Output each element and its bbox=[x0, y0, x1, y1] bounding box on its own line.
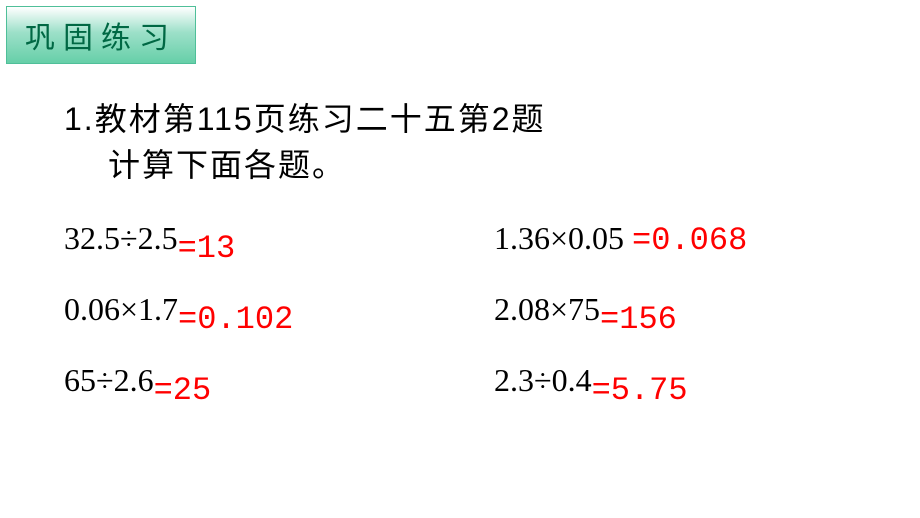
expression: 2.08×75 bbox=[494, 291, 600, 328]
expression: 32.5÷2.5 bbox=[64, 220, 178, 257]
problem-cell: 32.5÷2.5 =13 bbox=[64, 220, 494, 259]
section-badge: 巩固练习 bbox=[6, 6, 196, 64]
problem-row: 65÷2.6 =25 2.3÷0.4 =5.75 bbox=[64, 362, 880, 401]
problem-row: 0.06×1.7 =0.102 2.08×75 =156 bbox=[64, 291, 880, 330]
answer: =13 bbox=[178, 230, 236, 267]
answer: =0.068 bbox=[632, 222, 747, 259]
answer: =5.75 bbox=[592, 372, 688, 409]
heading-line-2: 计算下面各题。 bbox=[64, 142, 880, 188]
problem-cell: 2.08×75 =156 bbox=[494, 291, 677, 330]
expression: 2.3÷0.4 bbox=[494, 362, 592, 399]
answer: =0.102 bbox=[178, 301, 293, 338]
expression: 0.06×1.7 bbox=[64, 291, 178, 328]
problems-grid: 32.5÷2.5 =13 1.36×0.05 =0.068 0.06×1.7 =… bbox=[64, 220, 880, 401]
problem-cell: 65÷2.6 =25 bbox=[64, 362, 494, 401]
answer: =25 bbox=[154, 372, 212, 409]
content-area: 1.教材第115页练习二十五第2题 计算下面各题。 32.5÷2.5 =13 1… bbox=[64, 96, 880, 433]
problem-cell: 2.3÷0.4 =5.75 bbox=[494, 362, 688, 401]
answer: =156 bbox=[600, 301, 677, 338]
heading-line-1: 1.教材第115页练习二十五第2题 bbox=[64, 96, 880, 142]
problem-cell: 1.36×0.05 =0.068 bbox=[494, 220, 747, 259]
problem-row: 32.5÷2.5 =13 1.36×0.05 =0.068 bbox=[64, 220, 880, 259]
expression: 1.36×0.05 bbox=[494, 220, 632, 257]
problem-cell: 0.06×1.7 =0.102 bbox=[64, 291, 494, 330]
section-badge-text: 巩固练习 bbox=[25, 22, 177, 55]
expression: 65÷2.6 bbox=[64, 362, 154, 399]
